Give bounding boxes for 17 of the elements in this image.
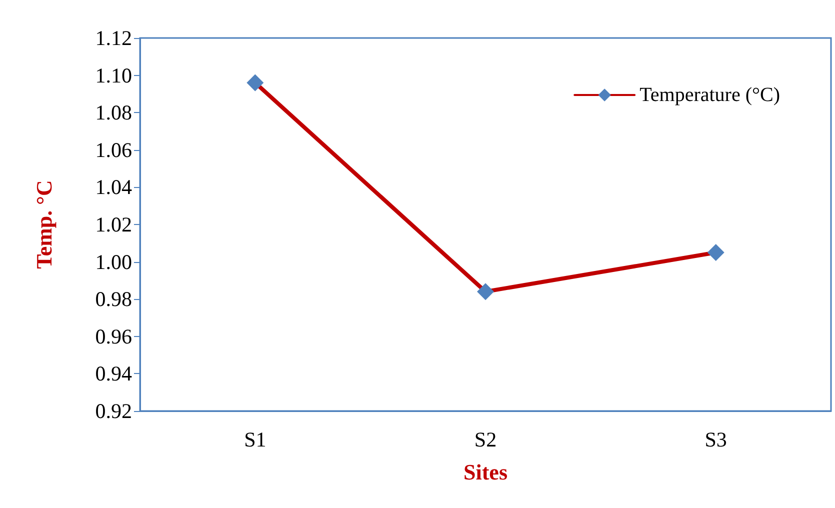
x-tick-label: S3 [704, 428, 727, 452]
y-axis-title: Temp. °C [32, 180, 56, 269]
y-tick-label: 0.92 [95, 399, 132, 423]
y-tick-label: 1.12 [95, 26, 132, 50]
legend-label: Temperature (°C) [640, 84, 780, 106]
x-axis-title: Sites [464, 460, 508, 484]
y-tick-label: 1.04 [95, 175, 132, 200]
y-tick-label: 1.02 [95, 212, 132, 236]
y-tick-label: 0.94 [95, 362, 132, 386]
x-tick-label: S1 [244, 428, 266, 452]
y-tick-label: 1.10 [95, 63, 132, 88]
y-tick-label: 1.08 [95, 100, 132, 125]
y-tick-label: 1.06 [95, 138, 132, 162]
y-tick-label: 0.98 [95, 287, 132, 312]
y-tick-label: 1.00 [95, 250, 132, 274]
y-tick-label: 0.96 [95, 324, 132, 348]
x-tick-label: S2 [474, 428, 497, 452]
